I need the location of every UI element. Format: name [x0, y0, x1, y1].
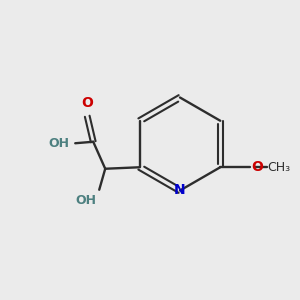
- Text: O: O: [81, 96, 93, 110]
- Text: O: O: [251, 160, 263, 174]
- Text: OH: OH: [48, 137, 69, 150]
- Text: OH: OH: [75, 194, 96, 207]
- Text: CH₃: CH₃: [267, 161, 290, 174]
- Text: N: N: [174, 183, 186, 196]
